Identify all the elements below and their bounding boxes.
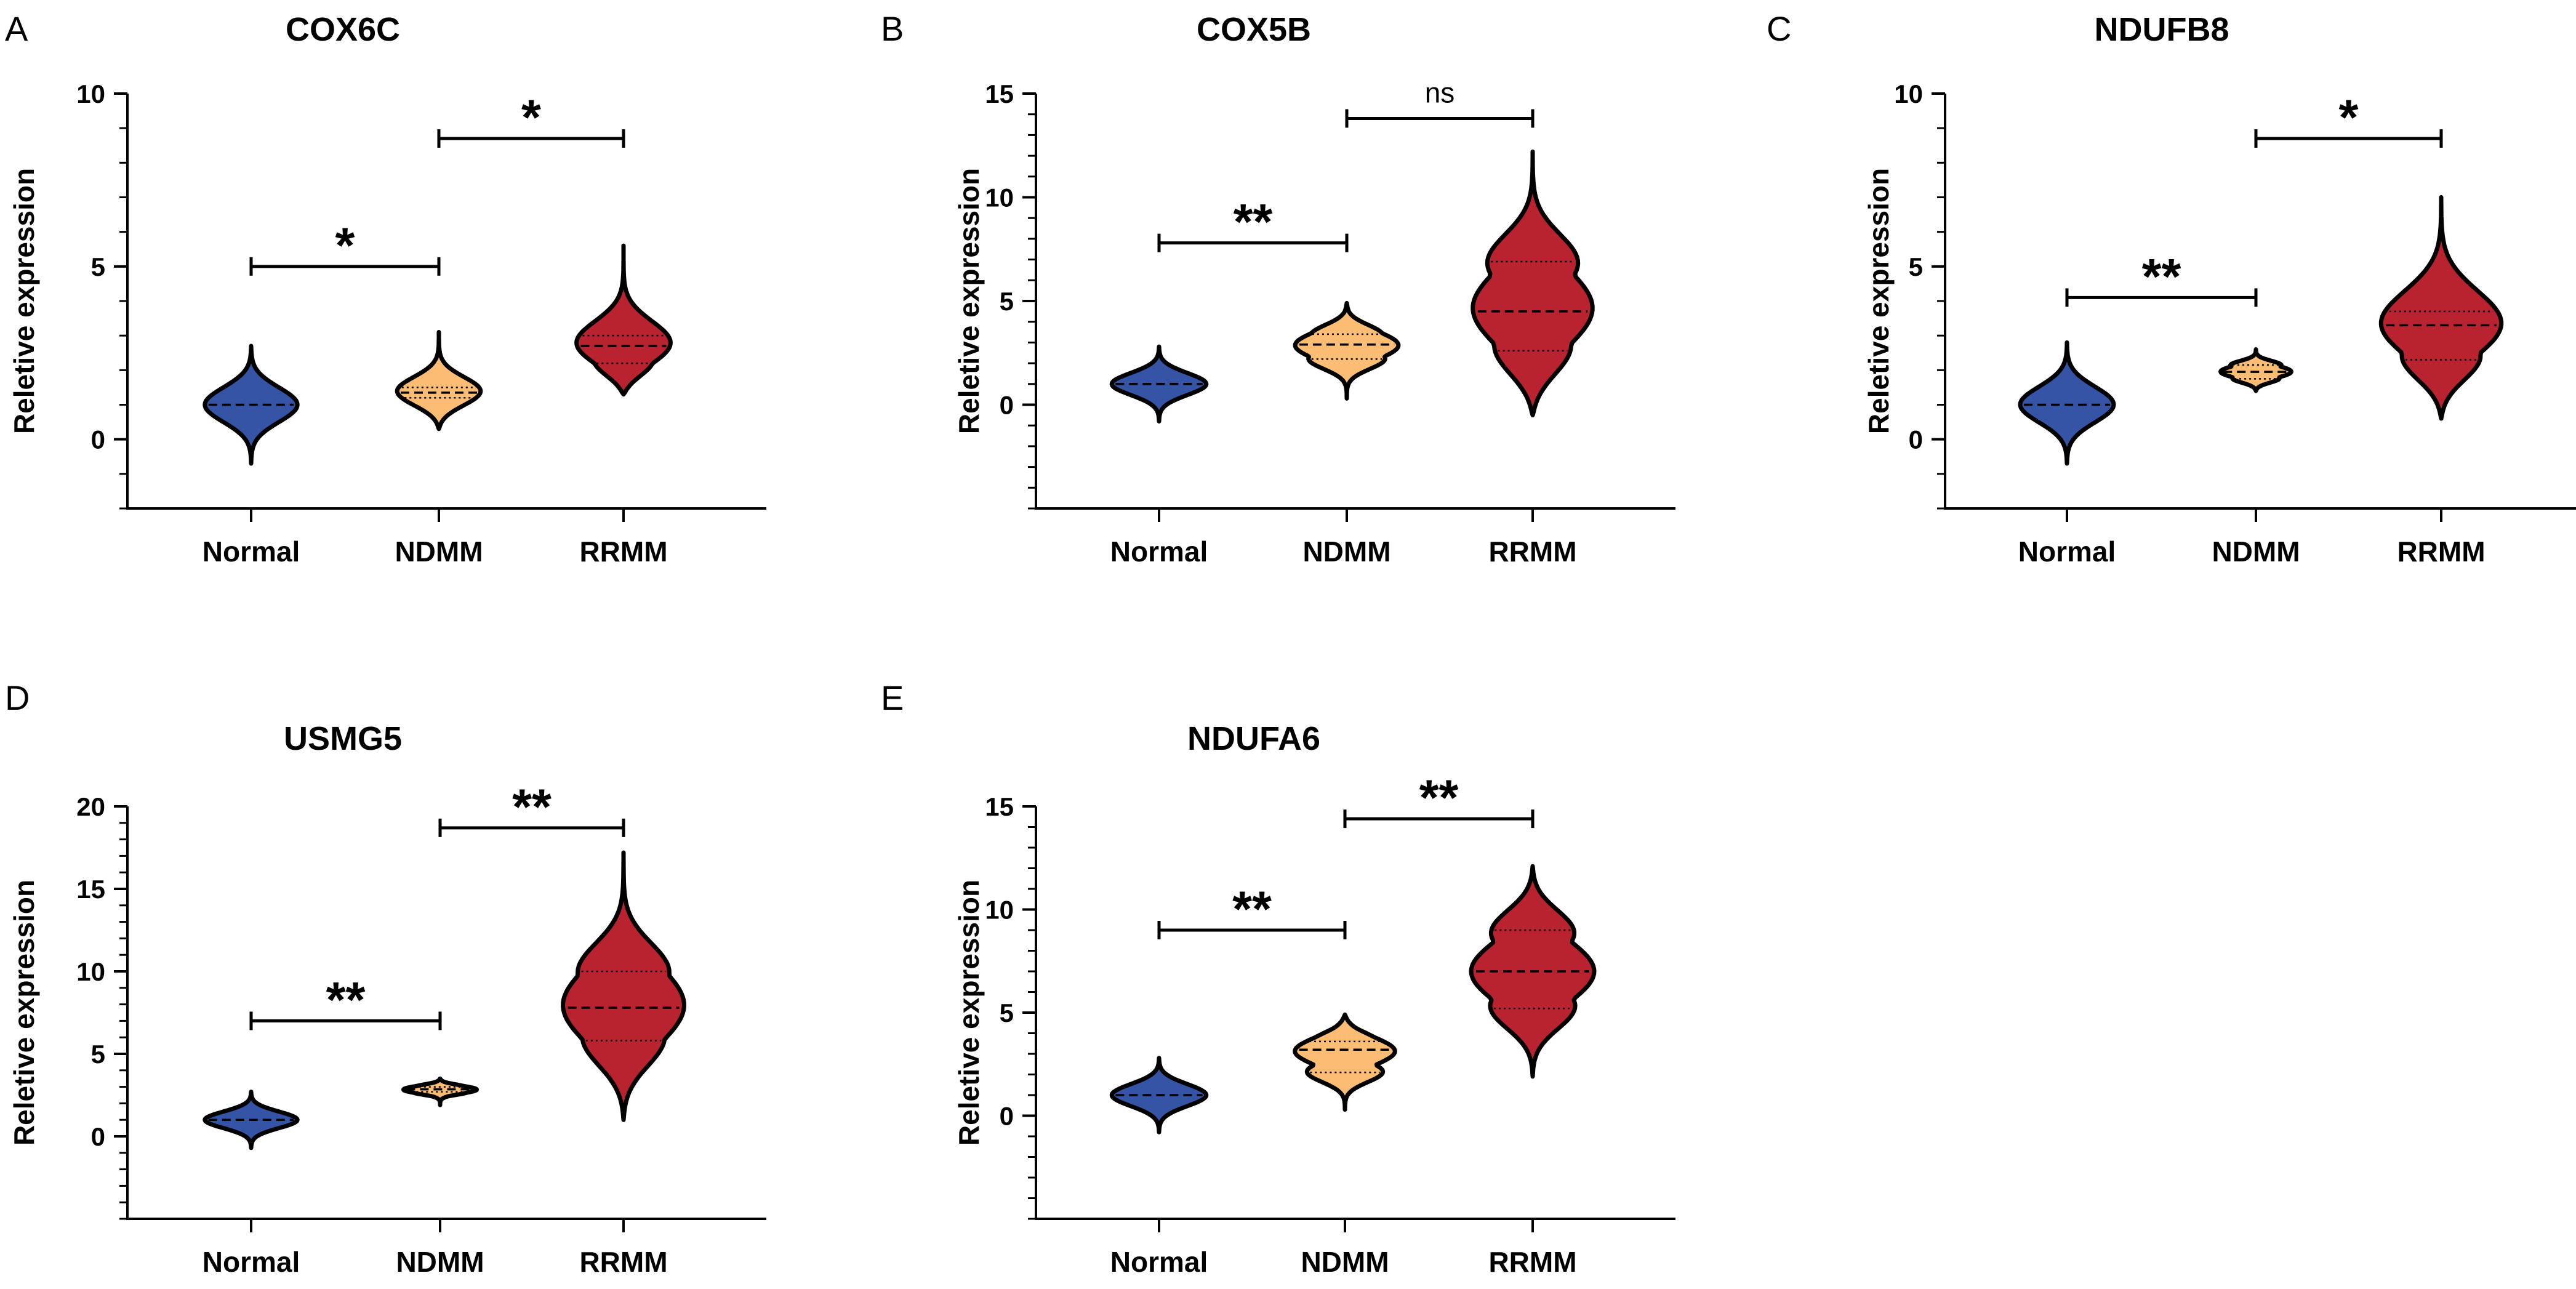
significance-label: * [521, 90, 541, 146]
x-category-label: NDMM [2212, 536, 2300, 568]
panel-a: A COX6C Reletive expression 0 5 10 Normal NDMM R… [5, 9, 766, 568]
violin-ndmm [1293, 1012, 1397, 1112]
y-tick-label: 0 [1000, 391, 1014, 420]
chart-title: COX6C [286, 11, 400, 48]
y-tick-label: 15 [985, 792, 1014, 821]
panel-c: C NDUFB8 Reletive expression 0 5 10 Normal NDMM… [1767, 9, 2576, 568]
chart-title: NDUFA6 [1187, 720, 1320, 757]
violin-ndmm [395, 330, 483, 432]
panel-b: B COX5B Reletive expression 0 5 10 15 Normal NDM… [881, 9, 1675, 568]
significance-label: ** [1419, 770, 1459, 826]
significance-label: ** [512, 779, 552, 835]
y-tick-label: 0 [1909, 425, 1923, 454]
x-category-label: Normal [2018, 536, 2116, 568]
y-tick-label: 5 [91, 1040, 105, 1069]
y-tick-label: 10 [1894, 79, 1923, 108]
significance-label: ** [2142, 249, 2181, 305]
violin-ndmm [2218, 347, 2293, 393]
significance-label: * [335, 218, 355, 274]
y-tick-label: 20 [76, 792, 105, 821]
x-category-label: RRMM [1488, 1246, 1576, 1278]
panel-e: E NDUFA6 Reletive expression 0 5 10 15 Normal ND… [881, 678, 1675, 1278]
x-category-label: RRMM [2397, 536, 2485, 568]
significance-label: * [2339, 90, 2359, 146]
x-category-label: NDMM [396, 1246, 484, 1278]
y-tick-label: 0 [1000, 1102, 1014, 1131]
violin-ndmm [401, 1076, 479, 1107]
y-tick-label: 15 [985, 79, 1014, 108]
panel-letter: C [1767, 9, 1791, 48]
x-category-label: RRMM [1488, 536, 1576, 568]
x-category-label: RRMM [579, 536, 667, 568]
y-tick-label: 0 [91, 1122, 105, 1151]
significance-label: ns [1425, 76, 1455, 108]
y-tick-label: 5 [91, 252, 105, 281]
significance-label: ** [1232, 881, 1272, 938]
panel-d: D USMG5 Reletive expression 0 5 10 15 20 Normal N… [5, 678, 766, 1278]
y-tick-label: 15 [76, 875, 105, 904]
x-category-label: Normal [1110, 1246, 1208, 1278]
x-category-label: NDMM [1301, 1246, 1389, 1278]
y-tick-label: 10 [76, 79, 105, 108]
y-axis-title: Reletive expression [1863, 168, 1895, 434]
y-tick-label: 10 [76, 957, 105, 986]
y-tick-label: 5 [1000, 287, 1014, 316]
violin-rrmm [574, 243, 673, 397]
significance-label: ** [326, 972, 366, 1028]
x-category-label: Normal [1110, 536, 1208, 568]
y-axis-title: Reletive expression [953, 880, 985, 1146]
panel-letter: E [881, 678, 904, 717]
panel-letter: D [5, 678, 30, 717]
y-tick-label: 10 [985, 896, 1014, 925]
y-tick-label: 0 [91, 425, 105, 454]
violin-rrmm [2378, 195, 2504, 421]
y-axis-title: Reletive expression [8, 168, 40, 434]
significance-label: ** [1234, 195, 1273, 251]
x-category-label: Normal [203, 536, 300, 568]
violin-normal [2018, 340, 2116, 466]
violin-ndmm [1293, 300, 1401, 401]
y-tick-label: 5 [1000, 998, 1014, 1027]
violin-rrmm [1471, 149, 1595, 417]
y-tick-label: 5 [1909, 252, 1923, 281]
x-category-label: RRMM [579, 1246, 667, 1278]
x-category-label: NDMM [395, 536, 483, 568]
panel-letter: B [881, 9, 904, 48]
y-axis-title: Reletive expression [8, 880, 40, 1146]
x-category-label: NDMM [1302, 536, 1390, 568]
violin-rrmm [561, 850, 686, 1122]
x-category-label: Normal [203, 1246, 300, 1278]
chart-title: USMG5 [284, 720, 402, 757]
y-tick-label: 10 [985, 183, 1014, 212]
chart-title: COX5B [1197, 11, 1311, 48]
chart-title: NDUFB8 [2094, 11, 2229, 48]
y-axis-title: Reletive expression [953, 168, 985, 434]
panel-letter: A [5, 9, 28, 48]
